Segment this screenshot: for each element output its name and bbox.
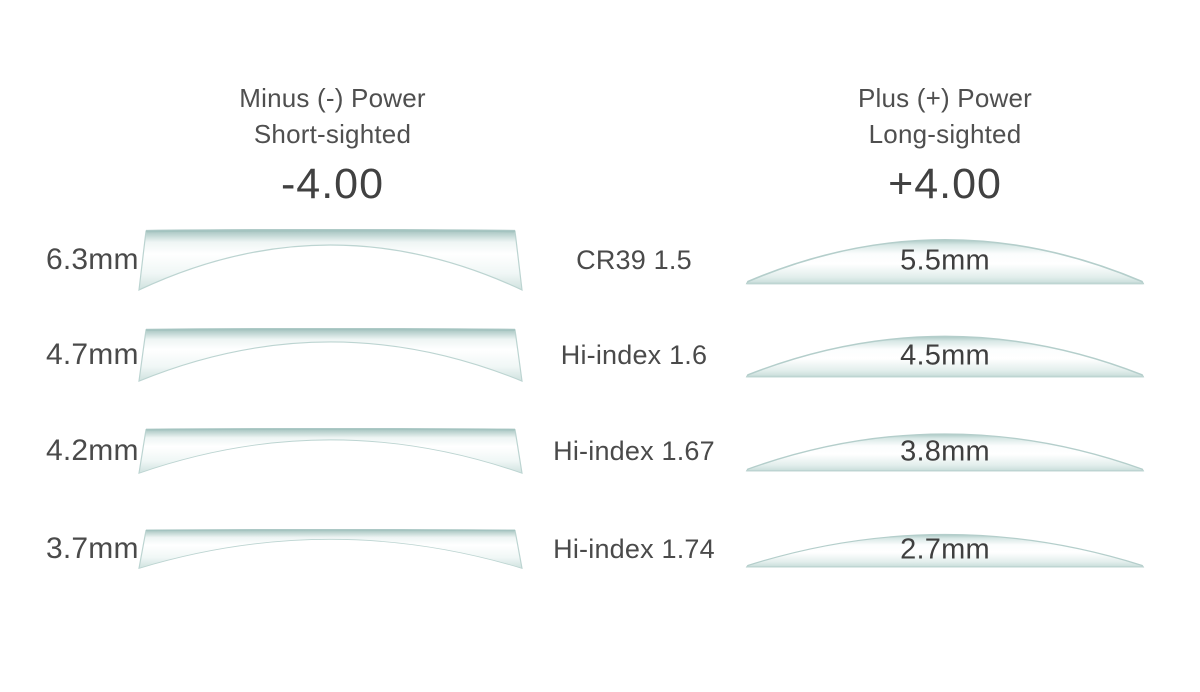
lens-material-label: Hi-index 1.6	[560, 339, 708, 370]
plus-lens-shape	[745, 239, 1145, 285]
plus-lens-shape	[745, 533, 1145, 567]
plus-lens: 2.7mm	[745, 531, 1145, 568]
lens-row: 6.3mm CR39 1.5 5.5mm	[0, 220, 1200, 300]
minus-lens	[138, 529, 523, 569]
minus-edge-thickness-label: 4.2mm	[46, 434, 139, 467]
plus-lens-shape	[745, 335, 1145, 378]
minus-lens-shape	[138, 529, 523, 569]
lens-material-label: Hi-index 1.74	[553, 533, 715, 564]
lens-row: 4.7mm Hi-index 1.6 4.5mm	[0, 315, 1200, 395]
lens-row: 4.2mm Hi-index 1.67 3.8mm	[0, 411, 1200, 491]
plus-lens-shape	[745, 433, 1145, 472]
lens-material-label: Hi-index 1.67	[553, 435, 715, 466]
lens-material-label: CR39 1.5	[576, 244, 692, 275]
minus-edge-thickness-label: 6.3mm	[46, 243, 139, 276]
plus-lens: 5.5mm	[745, 235, 1145, 285]
minus-lens-shape	[138, 229, 523, 291]
minus-power-type: Minus (-) Power	[239, 83, 426, 113]
plus-centre-thickness-label: 4.5mm	[900, 339, 990, 372]
minus-edge-thickness-label: 3.7mm	[46, 532, 139, 565]
minus-prescription-value: -4.00	[280, 160, 384, 208]
minus-sight-label: Short-sighted	[253, 119, 412, 149]
plus-lens: 3.8mm	[745, 430, 1145, 472]
plus-centre-thickness-label: 2.7mm	[900, 533, 990, 566]
plus-power-header: Plus (+) Power Long-sighted +4.00	[745, 80, 1145, 208]
minus-lens-shape	[138, 328, 523, 382]
minus-lens	[138, 328, 523, 382]
minus-lens-shape	[138, 428, 523, 474]
plus-centre-thickness-label: 3.8mm	[900, 435, 990, 468]
plus-centre-thickness-label: 5.5mm	[900, 244, 990, 277]
plus-power-type: Plus (+) Power	[857, 83, 1033, 113]
minus-lens	[138, 229, 523, 291]
minus-power-header: Minus (-) Power Short-sighted -4.00	[140, 80, 525, 208]
minus-lens	[138, 428, 523, 474]
minus-edge-thickness-label: 4.7mm	[46, 338, 139, 371]
plus-prescription-value: +4.00	[888, 160, 1002, 208]
plus-lens: 4.5mm	[745, 332, 1145, 378]
lens-row: 3.7mm Hi-index 1.74 2.7mm	[0, 509, 1200, 589]
plus-sight-label: Long-sighted	[868, 119, 1022, 149]
